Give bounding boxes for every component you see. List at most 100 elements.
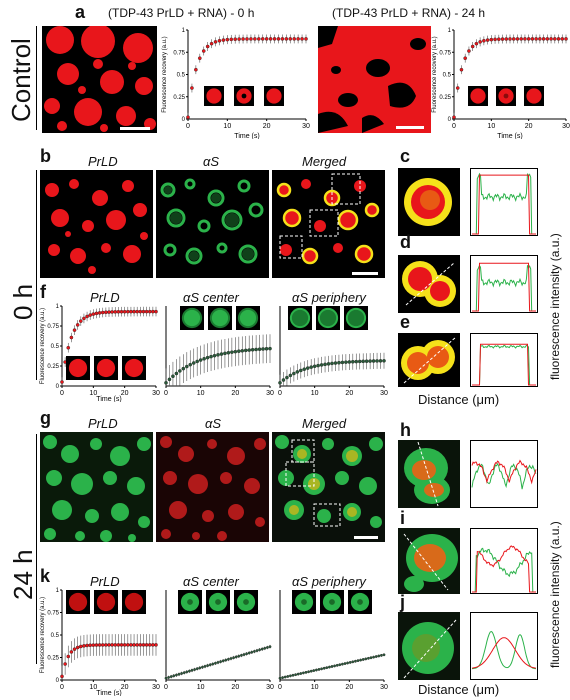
data-point xyxy=(288,373,293,378)
data-point xyxy=(119,643,124,647)
data-point xyxy=(164,381,168,385)
data-point xyxy=(113,310,118,314)
data-point xyxy=(144,643,149,647)
panel-letter-f: f xyxy=(40,282,46,302)
profile-h xyxy=(470,440,538,508)
data-point xyxy=(519,37,523,41)
chart-control-0h: 0 0.25 0.5 0.75 1 0 10 20 30 Time (s) Fluorescence… xyxy=(160,24,310,139)
data-point xyxy=(75,323,80,327)
y-tick-label: 0 xyxy=(182,117,186,123)
data-point xyxy=(380,653,383,657)
profile-frame xyxy=(470,440,538,508)
data-point xyxy=(268,346,272,351)
x-tick-label: 10 xyxy=(223,123,231,130)
data-point xyxy=(241,37,245,41)
data-point xyxy=(330,665,334,668)
title-left: (TDP-43 PrLD + RNA) - 0 h xyxy=(108,6,255,20)
data-point xyxy=(538,37,542,41)
data-point xyxy=(206,664,209,668)
f-title-as-center: αS center xyxy=(183,290,239,305)
data-point xyxy=(338,663,342,667)
data-point xyxy=(195,359,200,364)
data-point xyxy=(233,37,237,41)
data-point xyxy=(260,37,265,41)
inset-image xyxy=(236,306,260,330)
data-point xyxy=(500,37,505,41)
intensity-label-24h: fluorescence intensity (a.u.) xyxy=(548,521,562,668)
x-tick-label: 0 xyxy=(186,123,190,130)
red-profile xyxy=(471,459,537,485)
side-label-0h: 0 h xyxy=(8,283,38,320)
data-point xyxy=(138,309,143,314)
data-point xyxy=(85,643,89,648)
profile-frame xyxy=(470,612,538,680)
y-tick-label: 0.5 xyxy=(443,73,452,79)
green-profile xyxy=(472,264,536,312)
header-b-merged: Merged xyxy=(302,154,347,169)
data-point xyxy=(247,348,251,352)
data-point xyxy=(198,56,202,61)
data-point xyxy=(254,347,258,352)
x-tick-label: 20 xyxy=(121,684,129,691)
data-point xyxy=(337,360,341,365)
data-point xyxy=(195,667,199,671)
data-point xyxy=(378,359,383,363)
inset-image xyxy=(122,356,146,380)
side-bracket-control xyxy=(36,26,37,130)
data-point xyxy=(237,349,241,354)
k-title-as-center: αS center xyxy=(183,574,239,589)
data-point xyxy=(97,311,102,315)
data-point xyxy=(255,649,259,653)
data-point xyxy=(225,37,230,42)
data-point xyxy=(323,362,327,367)
data-point xyxy=(470,44,475,49)
inset-image xyxy=(94,356,118,380)
data-point xyxy=(364,359,369,363)
x-tick-label: 20 xyxy=(525,123,533,130)
data-point xyxy=(201,49,206,53)
inset-image xyxy=(208,306,232,330)
profile-d xyxy=(470,255,538,313)
data-point xyxy=(100,643,105,647)
x-tick-label: 10 xyxy=(89,684,97,691)
x-tick-label: 10 xyxy=(311,684,319,691)
data-point xyxy=(281,378,286,382)
data-point xyxy=(72,647,77,651)
data-point xyxy=(219,660,222,664)
data-point xyxy=(221,659,225,663)
image-h xyxy=(398,440,460,508)
profile-frame xyxy=(470,255,538,313)
inset-image xyxy=(348,590,372,614)
data-point xyxy=(354,359,359,364)
data-point xyxy=(455,86,460,90)
x-tick-label: 30 xyxy=(152,684,160,691)
data-point xyxy=(478,40,482,44)
green-profile xyxy=(472,172,536,235)
data-point xyxy=(229,37,234,42)
image-g-merged xyxy=(272,432,385,542)
data-point xyxy=(250,650,254,654)
data-point xyxy=(94,311,99,316)
y-axis-label: Fluorescence recovery (a.u.) xyxy=(40,597,46,673)
data-point xyxy=(369,656,373,660)
data-point xyxy=(132,309,136,314)
data-point xyxy=(377,654,381,658)
data-point xyxy=(223,351,227,356)
data-point xyxy=(122,309,127,314)
data-point xyxy=(129,309,133,314)
data-point xyxy=(278,676,282,680)
data-point xyxy=(300,37,304,41)
data-point xyxy=(560,37,565,41)
data-point xyxy=(110,643,114,647)
data-point xyxy=(190,668,194,672)
profile-j xyxy=(470,612,538,680)
data-point xyxy=(135,643,139,647)
data-point xyxy=(174,673,178,677)
inset-image xyxy=(204,86,224,106)
image-j xyxy=(398,612,460,680)
inset-image xyxy=(496,86,516,106)
inset-image xyxy=(122,590,146,614)
data-point xyxy=(497,37,501,41)
x-tick-label: 20 xyxy=(121,390,129,397)
panel-letter-j: j xyxy=(400,592,406,612)
